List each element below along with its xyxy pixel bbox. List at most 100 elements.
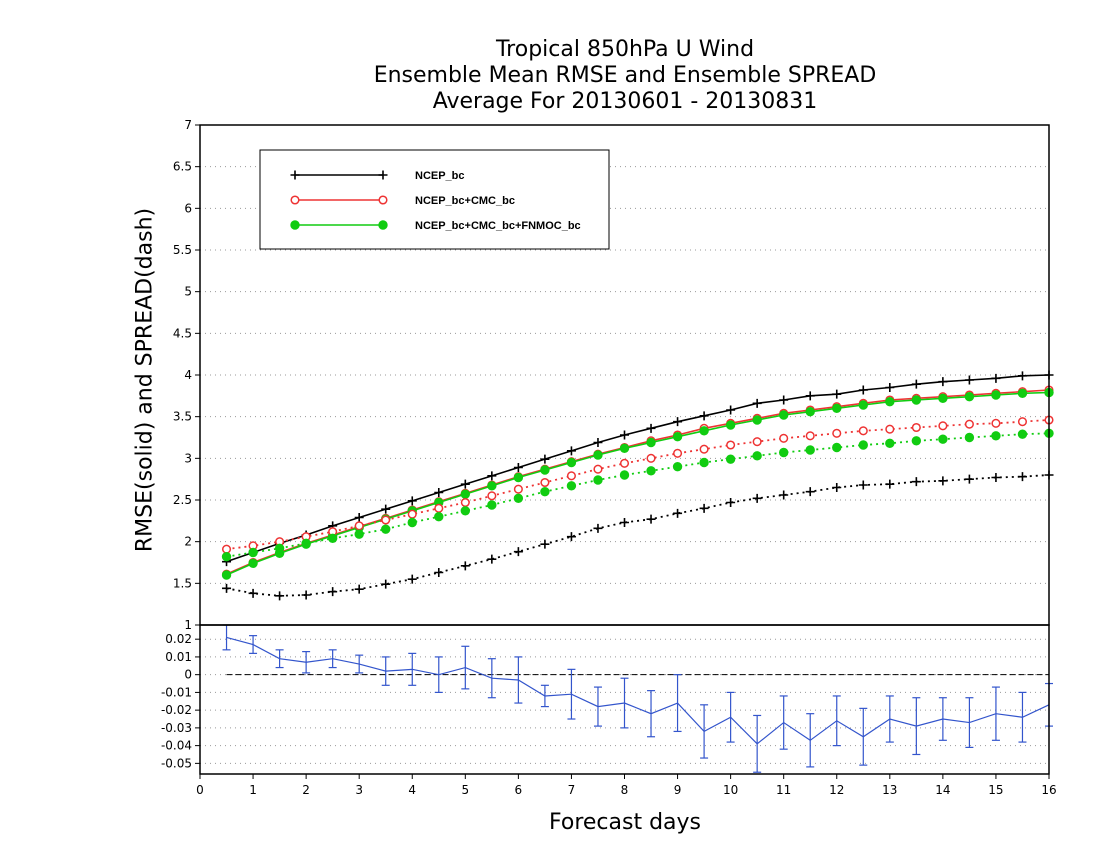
difference-y-tick-label: -0.03	[161, 721, 192, 735]
plus-marker	[805, 391, 815, 401]
NCEP_bc+CMC_bc+FNMOC_bc-line	[226, 391, 1050, 576]
x-tick-label: 12	[829, 783, 844, 797]
difference-y-tick-label: 0.02	[165, 632, 192, 646]
plus-marker	[328, 587, 338, 597]
filled-circle-marker	[911, 395, 922, 405]
open-circle-marker	[673, 448, 683, 458]
filled-circle-marker	[540, 486, 550, 497]
filled-circle-marker	[778, 410, 789, 420]
plus-marker	[726, 405, 736, 415]
filled-circle-marker	[725, 454, 736, 464]
chart-title-line-1: Tropical 850hPa U Wind	[495, 37, 755, 62]
filled-circle-marker	[885, 396, 895, 407]
main-y-tick-label: 6.5	[173, 160, 192, 174]
plus-marker	[222, 583, 232, 593]
x-tick-label: 9	[674, 783, 682, 797]
x-tick-label: 8	[621, 783, 629, 797]
difference-y-tick-label: -0.01	[161, 685, 192, 699]
plus-marker	[620, 518, 629, 527]
plus-marker	[566, 446, 576, 456]
difference-y-tick-label: -0.05	[161, 756, 192, 770]
filled-circle-marker	[566, 457, 577, 468]
spread-line	[226, 474, 1050, 597]
main-y-tick-label: 3.5	[173, 410, 192, 424]
plus-marker	[646, 514, 656, 524]
filled-circle-marker	[885, 438, 895, 449]
main-y-tick-label: 2	[184, 535, 192, 549]
legend-label: NCEP_bc	[415, 170, 465, 182]
plus-marker	[858, 480, 868, 490]
filled-circle-marker	[938, 393, 948, 404]
difference-gridlines	[200, 638, 1049, 764]
difference-y-tick-label: -0.02	[161, 703, 192, 717]
plus-marker	[779, 395, 789, 405]
plus-marker	[779, 490, 789, 500]
filled-circle-marker	[699, 457, 709, 468]
main-y-tick-label: 4.5	[173, 326, 192, 340]
filled-circle-marker	[858, 400, 868, 410]
open-circle-marker	[646, 453, 656, 463]
filled-circle-marker	[964, 432, 975, 443]
main-y-tick-label: 4	[184, 368, 192, 382]
plus-marker	[885, 479, 895, 489]
main-y-tick-label: 5.5	[173, 243, 192, 257]
plus-marker	[726, 498, 736, 507]
plus-marker	[673, 508, 683, 518]
open-circle-marker	[832, 428, 842, 438]
filled-circle-marker	[221, 570, 232, 580]
plus-marker	[699, 503, 709, 513]
plus-marker	[991, 373, 1001, 383]
filled-circle-marker	[487, 481, 497, 491]
plus-marker	[460, 561, 470, 571]
filled-circle-marker	[832, 403, 842, 414]
x-tick-label: 15	[988, 783, 1003, 797]
plus-marker	[832, 483, 842, 492]
filled-circle-marker	[487, 500, 497, 510]
plus-marker	[566, 532, 576, 542]
x-tick-label: 2	[302, 783, 310, 797]
filled-circle-marker	[672, 431, 683, 442]
open-circle-marker	[938, 421, 948, 431]
plus-marker	[434, 488, 444, 497]
chart-title-line-2: Ensemble Mean RMSE and Ensemble SPREAD	[373, 63, 877, 88]
legend: NCEP_bc NCEP_bc+CMC_bc NCEP_bc+CMC_bc+FNMO…	[259, 149, 610, 250]
filled-circle-marker	[593, 450, 603, 460]
open-circle-marker	[593, 464, 603, 474]
plus-marker	[513, 463, 523, 472]
filled-circle-marker	[805, 445, 815, 455]
x-tick-label: 3	[355, 783, 363, 797]
open-circle-marker	[619, 458, 630, 468]
filled-circle-marker	[725, 420, 736, 430]
plus-marker	[593, 523, 603, 533]
x-tick-label: 4	[408, 783, 416, 797]
x-tick-label: 6	[515, 783, 523, 797]
filled-circle-marker	[354, 529, 364, 539]
open-circle-marker	[699, 444, 709, 454]
x-tick-label: 7	[568, 783, 576, 797]
plus-marker	[938, 377, 948, 387]
plus-marker	[673, 417, 683, 427]
open-circle-marker	[752, 437, 762, 447]
plus-marker	[593, 438, 603, 447]
plus-marker	[434, 568, 444, 577]
plus-marker	[646, 423, 656, 433]
filled-circle-marker	[290, 220, 300, 230]
filled-circle-marker	[938, 434, 948, 444]
plus-marker	[1017, 371, 1027, 381]
open-circle-marker	[566, 471, 576, 481]
main-y-tick-label: 1.5	[173, 576, 192, 590]
filled-circle-marker	[619, 443, 630, 454]
x-ticks: 0 1 2 3 4 5 6 7 8 9 10 11 12 13 14 15 16	[196, 774, 1057, 797]
filled-circle-marker	[513, 493, 524, 504]
filled-circle-marker	[805, 406, 815, 417]
x-tick-label: 11	[776, 783, 791, 797]
filled-circle-marker	[858, 440, 868, 450]
filled-circle-marker	[672, 461, 683, 472]
NCEP_bc-line	[226, 374, 1050, 563]
open-circle-marker	[805, 431, 815, 441]
open-circle-marker	[1017, 417, 1028, 427]
open-circle-marker	[779, 433, 789, 443]
filled-circle-marker	[327, 533, 338, 544]
plus-marker	[354, 584, 364, 594]
open-circle-marker	[381, 515, 391, 525]
